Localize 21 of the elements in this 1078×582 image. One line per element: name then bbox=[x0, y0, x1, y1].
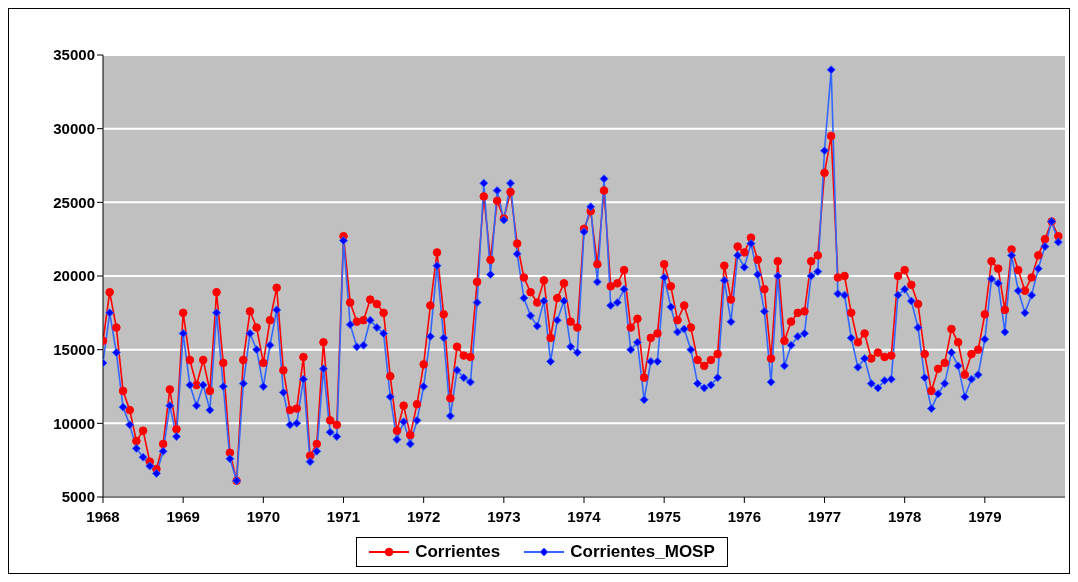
x-tick-label: 1976 bbox=[727, 507, 762, 525]
x-tick-label: 1977 bbox=[807, 507, 842, 525]
y-tick-label: 15000 bbox=[53, 340, 95, 358]
y-tick-label: 30000 bbox=[53, 119, 95, 137]
legend-label: Corrientes bbox=[415, 542, 501, 562]
x-tick-label: 1971 bbox=[326, 507, 361, 525]
x-tick-label: 1979 bbox=[968, 507, 1002, 525]
x-tick-label: 1975 bbox=[647, 507, 681, 525]
legend-label: Corrientes_MOSP bbox=[570, 542, 715, 562]
x-tick-label: 1974 bbox=[567, 507, 602, 525]
x-tick-label: 1973 bbox=[487, 507, 521, 525]
x-tick-label: 1968 bbox=[86, 507, 120, 525]
y-tick-label: 5000 bbox=[61, 488, 95, 506]
x-tick-label: 1978 bbox=[887, 507, 922, 525]
y-tick-label: 25000 bbox=[53, 193, 95, 211]
x-tick-label: 1970 bbox=[246, 507, 281, 525]
x-tick-label: 1969 bbox=[166, 507, 200, 525]
y-tick-label: 35000 bbox=[53, 46, 95, 64]
x-tick-label: 1972 bbox=[406, 507, 441, 525]
y-tick-label: 20000 bbox=[53, 267, 95, 285]
y-tick-label: 10000 bbox=[53, 414, 95, 432]
